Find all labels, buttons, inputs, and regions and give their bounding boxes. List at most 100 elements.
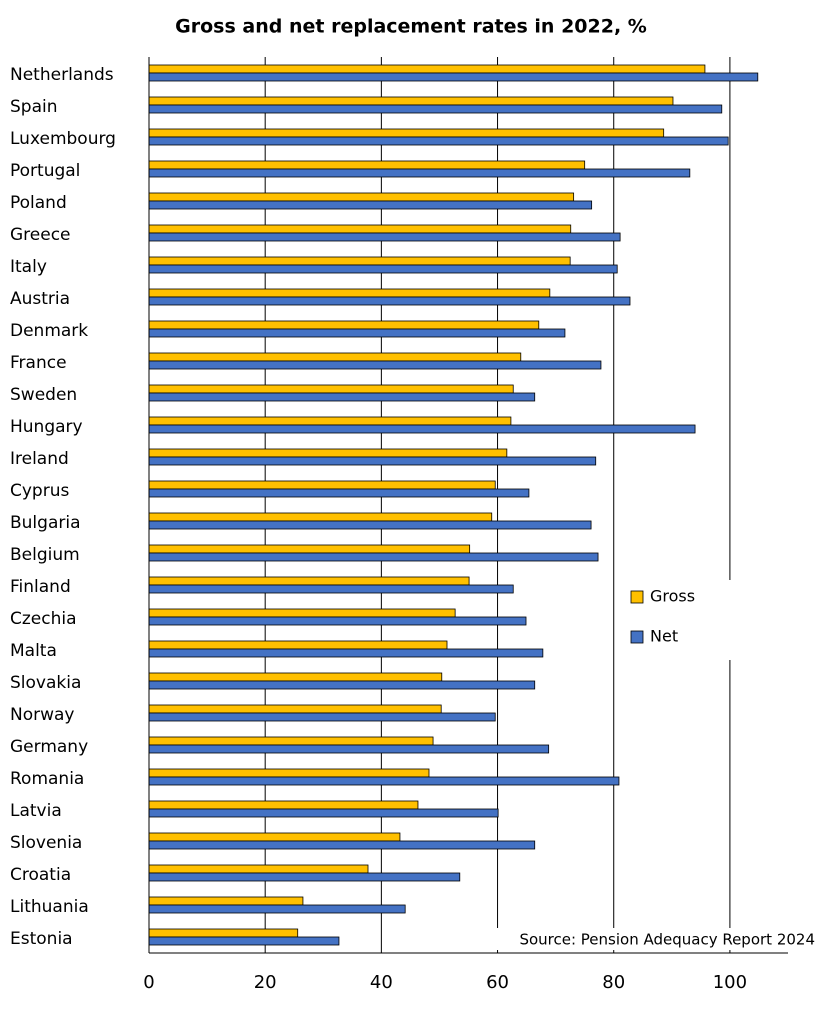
bar [148,864,369,874]
bar [148,672,443,682]
source-note: Source: Pension Adequacy Report 2024 [519,931,815,949]
x-tick-label: 0 [143,972,154,993]
bar [148,576,470,586]
bar [148,704,442,714]
bar [148,872,461,882]
y-tick-label: Italy [10,257,47,277]
bar [148,680,536,690]
bar [148,224,572,234]
bar [148,168,691,178]
bar [148,256,571,266]
y-tick-label: Germany [10,737,88,757]
legend-label: Net [650,627,678,646]
y-tick-label: Poland [10,193,67,213]
bar [148,512,493,522]
bar [148,776,620,786]
source-bg [497,928,817,950]
bar [148,552,599,562]
y-tick-label: Bulgaria [10,513,81,533]
y-tick-label: Estonia [10,929,73,949]
bar [148,136,729,146]
bar [148,264,618,274]
bar [148,104,723,114]
y-tick-label: Cyprus [10,481,69,501]
x-tick-label: 80 [602,972,625,993]
y-tick-label: Ireland [10,449,69,469]
bar [148,896,304,906]
bar [148,64,706,74]
bar [148,488,530,498]
bar [148,640,448,650]
bar [148,416,512,426]
y-tick-label: Lithuania [10,897,89,917]
y-tick-label: Czechia [10,609,77,629]
y-tick-label: Greece [10,225,71,245]
bar [148,800,419,810]
y-tick-label: Norway [10,705,75,725]
bar [148,608,456,618]
bar [148,384,514,394]
bar [148,616,527,626]
legend-swatch [630,630,644,644]
y-tick-label: Portugal [10,161,80,181]
bar [148,160,586,170]
bar [148,648,544,658]
y-tick-label: Luxembourg [10,129,116,149]
x-tick-label: 40 [370,972,393,993]
bar [148,448,508,458]
y-tick-label: Slovenia [10,833,82,853]
bar [148,584,514,594]
y-tick-label: Romania [10,769,84,789]
bar [148,424,696,434]
y-tick-label: Finland [10,577,71,597]
y-tick-label: Croatia [10,865,71,885]
x-tick-label: 20 [254,972,277,993]
bar [148,480,496,490]
bar [148,232,621,242]
y-tick-label: France [10,353,67,373]
x-tick-label: 100 [713,972,747,993]
bar [148,928,299,938]
bar [148,456,597,466]
bar [148,736,434,746]
y-tick-label: Sweden [10,385,77,405]
legend-box [617,580,822,660]
x-tick-label: 60 [486,972,509,993]
bar [148,832,401,842]
bar [148,544,471,554]
y-tick-label: Malta [10,641,57,661]
bar [148,352,522,362]
bar [148,904,406,914]
bar [148,96,674,106]
bar [148,192,575,202]
bar [148,520,592,530]
y-tick-label: Latvia [10,801,62,821]
y-tick-label: Spain [10,97,58,117]
bar [148,936,340,946]
bar [148,328,566,338]
bar [148,296,631,306]
bar [148,808,499,818]
y-tick-label: Slovakia [10,673,81,693]
legend-label: Gross [650,587,695,606]
bar [148,392,536,402]
bar [148,320,540,330]
y-tick-label: Netherlands [10,65,114,85]
bar [148,128,665,138]
y-tick-label: Hungary [10,417,83,437]
bar [148,768,430,778]
y-tick-label: Austria [10,289,70,309]
y-tick-label: Denmark [10,321,88,341]
legend-swatch [630,590,644,604]
chart-title: Gross and net replacement rates in 2022,… [175,16,647,38]
bar [148,72,759,82]
bar [148,288,551,298]
bar [148,840,536,850]
bar [148,712,496,722]
y-tick-label: Belgium [10,545,80,565]
bar [148,360,602,370]
bar [148,200,593,210]
bar [148,744,550,754]
